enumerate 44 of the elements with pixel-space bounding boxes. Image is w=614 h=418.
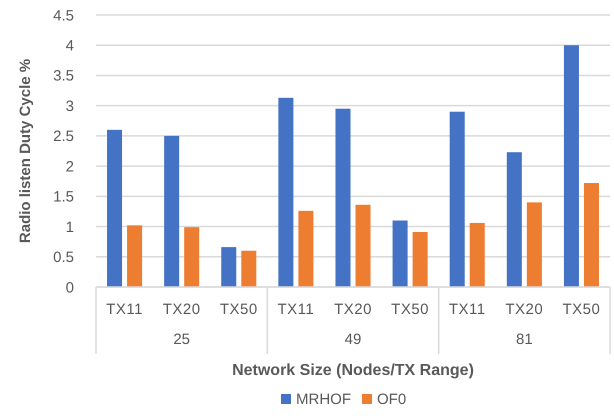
legend-label: MRHOF — [296, 391, 351, 408]
bar — [107, 130, 122, 287]
bar — [506, 152, 522, 287]
y-tick-label: 3.5 — [53, 68, 74, 85]
bar — [298, 210, 314, 287]
x-tick-label: TX50 — [391, 301, 430, 318]
x-tick-label: TX50 — [562, 301, 600, 318]
x-tick-label: TX20 — [334, 301, 372, 318]
y-tick-label: 0 — [66, 279, 74, 296]
bar — [584, 183, 599, 287]
bar — [278, 98, 294, 287]
y-tick-label: 2.5 — [53, 128, 74, 146]
text: 49 — [344, 331, 362, 348]
y-axis-title: Radio listen Duty Cycle % — [17, 58, 34, 244]
y-tick-label: 2 — [66, 158, 74, 176]
y-tick-label: 4.5 — [53, 7, 74, 24]
bar — [335, 108, 350, 287]
bar — [470, 222, 485, 287]
y-tick-label: 0.5 — [53, 249, 74, 266]
y-tick-label: 1 — [66, 218, 74, 236]
x-tick-label: TX50 — [220, 301, 258, 318]
bar — [392, 220, 408, 287]
legend-label: OF0 — [377, 391, 406, 408]
text: 25 — [173, 331, 190, 348]
bar — [356, 204, 371, 287]
bar — [184, 227, 200, 287]
bar — [164, 136, 180, 287]
x-tick-label: TX11 — [448, 301, 486, 318]
x-tick-label: TX11 — [106, 301, 143, 318]
x-axis-title: Network Size (Nodes/TX Range) — [232, 362, 474, 379]
bar — [450, 112, 465, 287]
y-tick-label: 1.5 — [53, 188, 74, 206]
x-tick-label: TX20 — [505, 301, 544, 318]
bar — [564, 45, 579, 287]
bar — [241, 250, 256, 287]
bar — [127, 225, 142, 287]
bar — [221, 247, 236, 287]
y-tick-label: 3 — [66, 98, 74, 115]
bar — [526, 202, 542, 287]
y-tick-label: 4 — [66, 37, 74, 54]
x-tick-label: TX11 — [278, 301, 314, 318]
bar — [412, 232, 428, 287]
x-tick-label: TX20 — [162, 301, 201, 318]
text: 81 — [516, 331, 533, 348]
